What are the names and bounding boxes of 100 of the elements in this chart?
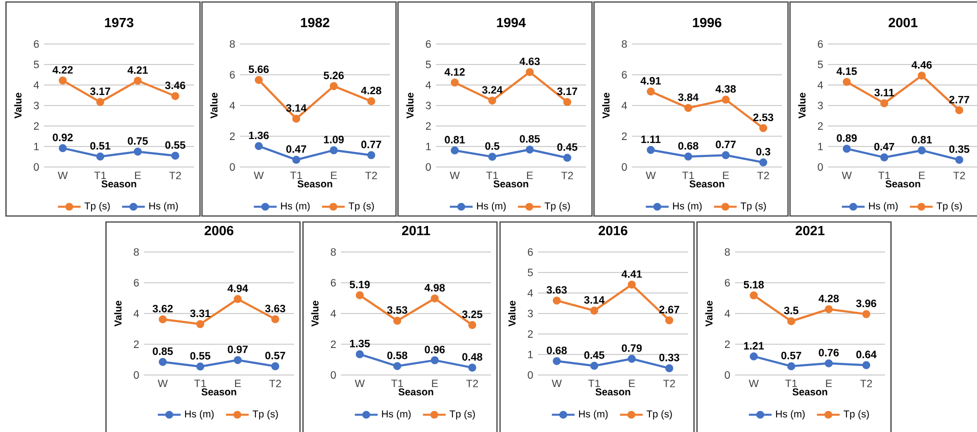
y-tick-label: 4 [724,310,730,318]
point [171,92,180,100]
point [367,151,376,160]
point [787,317,796,326]
data-label: 4.22 [52,66,73,74]
data-label: 4.41 [622,270,642,278]
x-tick-label: T2 [757,172,769,180]
x-axis-title: Season [202,388,236,396]
y-tick-label: 4 [34,81,39,89]
point [918,72,926,80]
point [918,146,926,154]
point [722,96,730,104]
point [196,320,204,328]
y-tick-label: 3 [34,102,39,110]
data-label: 0.76 [818,348,839,356]
data-label: 0.57 [265,352,286,360]
point [254,76,263,84]
point [234,356,242,364]
x-axis-title: Season [102,180,136,188]
point [646,146,655,154]
legend-label: Hs (m) [673,202,702,212]
data-label: 3.11 [874,88,894,96]
data-label: 4.46 [912,61,932,69]
chart-title: 2011 [402,226,430,236]
point [862,361,870,370]
point [787,362,796,370]
data-label: 3.17 [90,88,110,96]
x-axis-title: Season [690,180,724,188]
x-tick-label: T1 [486,172,498,180]
x-tick-label: W [158,380,168,388]
y-tick-label: 4 [426,81,431,89]
data-label: 0.79 [622,344,642,352]
data-label: 0.45 [584,351,604,359]
y-tick-label: 5 [34,60,39,68]
y-tick-label: 4 [230,102,235,110]
point [759,124,768,132]
y-tick-label: 6 [330,278,336,287]
data-label: 0.85 [520,135,540,143]
y-axis-title: Value [508,300,516,327]
x-tick-label: W [842,172,852,180]
point [58,144,67,152]
point [684,104,692,112]
y-tick-label: 4 [622,102,627,110]
point [590,306,598,315]
legend-label: Tp (s) [936,202,962,212]
legend-label: Hs (m) [776,410,805,420]
point [171,152,180,160]
data-label: 0.96 [424,346,445,354]
y-tick-label: 3 [426,102,431,110]
y-tick-label: 6 [230,70,235,79]
x-tick-label: W [254,172,264,180]
data-label: 0.89 [836,134,857,142]
y-tick-label: 4 [330,310,336,318]
point [488,96,496,105]
x-tick-label: T2 [561,172,573,180]
x-tick-label: W [354,380,365,388]
x-tick-label: W [450,172,460,180]
data-label: 3.5 [784,306,798,314]
y-tick-label: 8 [724,248,730,256]
legend-label: Tp (s) [544,202,570,212]
x-tick-label: T2 [169,172,181,180]
point [196,362,204,371]
data-label: 0.58 [387,352,408,360]
point [96,98,104,106]
x-axis-title: Season [596,388,630,396]
point [271,362,280,370]
data-label: 3.14 [286,104,307,112]
point [488,152,496,161]
point [271,315,280,324]
point [665,364,674,372]
chart-title: 2001 [888,18,918,28]
point [750,291,758,300]
data-label: 0.3 [756,148,770,156]
legend-label: Hs (m) [281,202,310,212]
data-label: 0.75 [128,137,148,145]
x-tick-label: T2 [953,172,965,180]
data-label: 4.21 [128,66,148,74]
data-label: 0.47 [874,142,894,150]
y-tick-label: 1 [426,142,431,150]
data-label: 0.55 [190,352,210,360]
point [628,280,636,289]
y-tick-label: 3 [818,102,823,110]
y-tick-label: 2 [34,122,39,130]
point [880,99,888,108]
point [158,315,167,324]
x-tick-label: E [527,172,533,180]
legend-label: Hs (m) [477,202,506,212]
x-tick-label: E [432,380,438,388]
point [367,97,376,106]
point [330,82,338,90]
chart-title: 2016 [598,226,628,236]
point [646,88,655,96]
y-tick-label: 6 [818,40,823,48]
data-label: 1.35 [350,340,370,348]
point [134,148,142,156]
data-label: 0.33 [659,354,680,362]
y-tick-label: 8 [230,40,235,48]
data-label: 1.21 [744,342,764,350]
data-label: 0.77 [361,140,382,148]
y-tick-label: 4 [134,310,139,318]
